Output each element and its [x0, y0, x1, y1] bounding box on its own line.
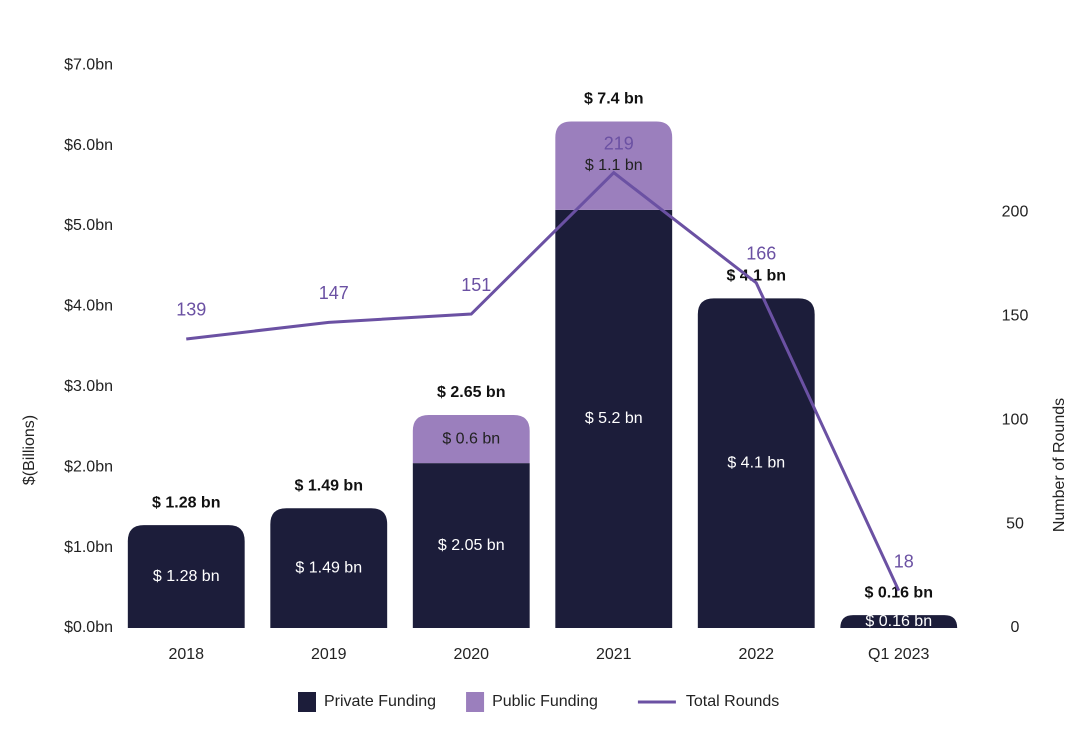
x-tick-label: 2019	[311, 646, 347, 663]
legend-label: Private Funding	[324, 693, 436, 710]
line-value-label: 151	[461, 275, 491, 295]
y-tick-label: $4.0bn	[64, 298, 113, 315]
bar-value-label: $ 2.05 bn	[438, 537, 505, 554]
x-tick-label: 2021	[596, 646, 632, 663]
total-label: $ 1.49 bn	[295, 477, 363, 494]
y-tick-label: $5.0bn	[64, 217, 113, 234]
bar-segment	[270, 508, 388, 628]
bar-value-label: $ 4.1 bn	[727, 454, 785, 471]
bar-value-label: $ 0.6 bn	[442, 430, 500, 447]
bar-segment	[555, 209, 673, 629]
y2-tick-label: 200	[1002, 203, 1029, 220]
total-label: $ 2.65 bn	[437, 384, 505, 401]
line-value-label: 147	[319, 283, 349, 303]
bar-value-label: $ 5.2 bn	[585, 410, 643, 427]
y2-tick-label: 150	[1002, 307, 1029, 324]
bar-value-label: $ 1.49 bn	[295, 559, 362, 576]
bar-value-label: $ 1.1 bn	[585, 157, 643, 174]
total-label: $ 7.4 bn	[584, 91, 644, 108]
legend-swatch	[466, 692, 485, 712]
x-tick-label: 2020	[453, 646, 489, 663]
x-tick-label: 2022	[738, 646, 774, 663]
y-tick-label: $7.0bn	[64, 56, 113, 73]
y-tick-label: $3.0bn	[64, 378, 113, 395]
y2-tick-label: 50	[1006, 515, 1024, 532]
y-tick-label: $6.0bn	[64, 137, 113, 154]
x-tick-label: Q1 2023	[868, 646, 929, 663]
bar-segment	[555, 121, 673, 210]
legend-label: Public Funding	[492, 693, 598, 710]
bar-segment	[697, 298, 815, 628]
total-label: $ 0.16 bn	[865, 584, 933, 601]
line-value-label: 219	[604, 133, 634, 153]
y-tick-label: $2.0bn	[64, 458, 113, 475]
line-value-label: 18	[894, 551, 914, 571]
bar-value-label: $ 1.28 bn	[153, 568, 220, 585]
bar-segment	[412, 414, 530, 464]
y-tick-label: $1.0bn	[64, 539, 113, 556]
legend-label: Total Rounds	[686, 693, 779, 710]
y-tick-label: $0.0bn	[64, 619, 113, 636]
bar-value-label: $ 0.16 bn	[865, 613, 932, 630]
line-value-label: 166	[746, 244, 776, 264]
y-axis-title: $(Billions)	[21, 415, 38, 485]
x-tick-label: 2018	[168, 646, 204, 663]
line-series	[186, 170, 901, 592]
bar-segment	[127, 525, 245, 628]
y2-tick-label: 100	[1002, 411, 1029, 428]
y2-axis-title: Number of Rounds	[1051, 398, 1068, 532]
bar-segment	[412, 463, 530, 628]
legend-swatch	[298, 692, 316, 712]
bar-segment	[840, 615, 958, 628]
total-label: $ 1.28 bn	[152, 494, 220, 511]
line-value-label: 139	[176, 300, 206, 320]
y2-tick-label: 0	[1011, 619, 1020, 636]
